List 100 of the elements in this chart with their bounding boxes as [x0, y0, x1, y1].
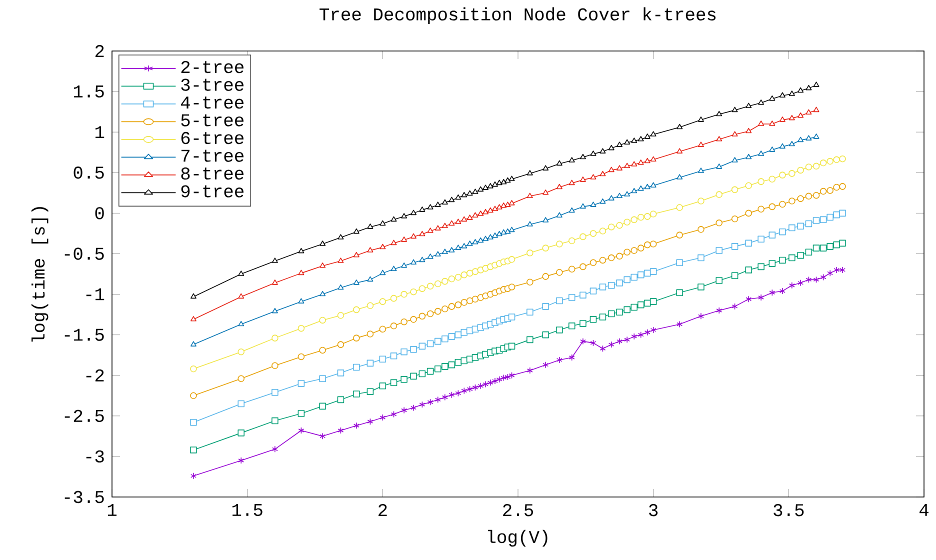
point — [650, 131, 656, 136]
point — [496, 376, 502, 383]
point — [238, 375, 244, 382]
point — [410, 233, 417, 239]
point — [833, 211, 840, 218]
point — [448, 391, 455, 398]
point — [624, 218, 630, 226]
point — [454, 301, 462, 308]
point — [461, 216, 468, 222]
chart-title: Tree Decomposition Node Cover k-trees — [320, 7, 716, 24]
point — [797, 252, 804, 259]
point — [500, 374, 507, 382]
point — [779, 228, 786, 236]
point — [768, 260, 776, 267]
point — [779, 288, 786, 294]
point — [455, 244, 462, 250]
point — [472, 384, 478, 391]
point — [568, 157, 575, 162]
y-tick-label: -2.5 — [64, 410, 104, 422]
point — [427, 228, 434, 233]
point — [698, 142, 704, 147]
point — [716, 307, 722, 314]
point — [460, 271, 468, 278]
point — [716, 110, 722, 116]
x-tick-label: 2 — [378, 504, 387, 516]
point — [461, 387, 468, 394]
point — [448, 303, 456, 310]
point — [788, 198, 796, 204]
point — [650, 240, 657, 248]
point — [580, 154, 586, 160]
x-tick-label: 4 — [920, 504, 928, 516]
point — [379, 298, 386, 305]
point — [353, 334, 360, 342]
point — [813, 106, 820, 112]
x-tick-label: 3 — [649, 504, 658, 516]
point — [478, 382, 484, 390]
point — [806, 276, 812, 284]
point — [812, 192, 820, 199]
point — [427, 204, 434, 210]
point — [820, 244, 827, 252]
point — [492, 378, 498, 384]
point — [650, 210, 657, 218]
point — [482, 236, 489, 242]
point — [380, 244, 386, 250]
point — [238, 320, 244, 326]
point — [442, 278, 448, 285]
point — [190, 392, 197, 400]
point — [732, 303, 738, 310]
point — [500, 202, 507, 208]
point — [616, 142, 622, 147]
point — [631, 333, 638, 340]
point — [320, 432, 326, 440]
point — [650, 156, 656, 162]
legend-label: 4-tree — [181, 96, 244, 109]
point — [455, 390, 462, 397]
point — [698, 226, 704, 233]
point — [508, 342, 516, 350]
y-tick-label: -3 — [86, 450, 104, 463]
point — [630, 304, 638, 311]
point — [580, 263, 586, 270]
point — [631, 138, 638, 143]
point — [379, 356, 386, 363]
point — [542, 244, 549, 252]
point — [631, 188, 638, 194]
point — [448, 275, 456, 282]
point — [568, 294, 576, 301]
point — [608, 195, 614, 200]
point — [390, 216, 397, 222]
point — [298, 298, 304, 304]
point — [366, 360, 374, 367]
point — [238, 348, 244, 356]
point — [298, 353, 305, 360]
y-tick-label: -0.5 — [64, 248, 104, 260]
point — [353, 252, 360, 258]
point — [427, 398, 434, 406]
point — [556, 212, 562, 218]
point — [768, 232, 776, 238]
point — [676, 174, 683, 180]
point — [426, 282, 434, 290]
point — [616, 192, 622, 198]
point — [779, 256, 786, 264]
point — [568, 266, 576, 273]
legend-label: 2-tree — [181, 60, 244, 74]
point — [238, 400, 244, 408]
point — [320, 240, 326, 246]
point — [272, 362, 278, 370]
point — [590, 288, 597, 294]
point — [508, 372, 515, 379]
point — [676, 259, 683, 266]
point — [716, 164, 722, 169]
point — [813, 82, 820, 87]
point — [650, 326, 656, 334]
point — [644, 158, 650, 164]
point — [769, 95, 776, 101]
point — [556, 184, 562, 190]
point — [624, 276, 630, 284]
point — [337, 341, 344, 348]
point — [526, 170, 533, 176]
point — [542, 303, 549, 310]
point — [526, 308, 534, 316]
